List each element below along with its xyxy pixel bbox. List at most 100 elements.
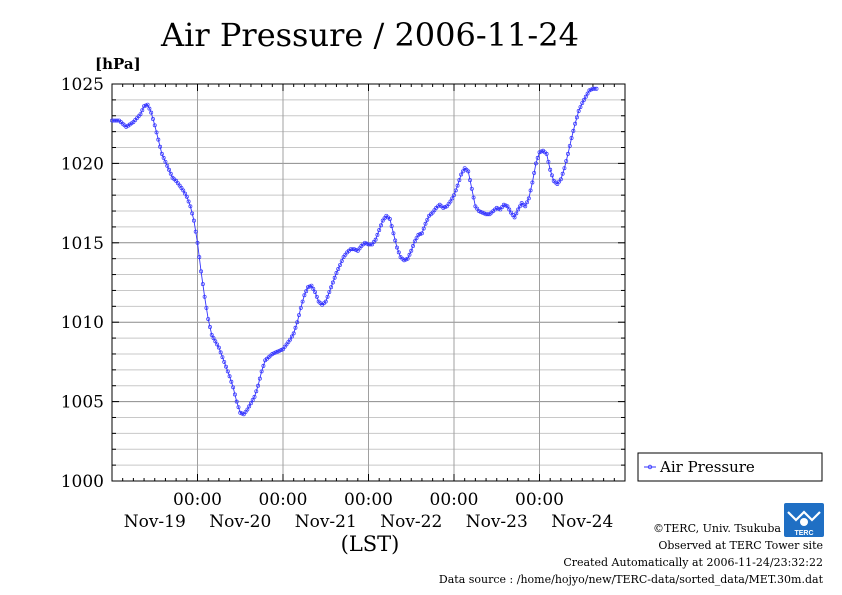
logo-wave-icon: [787, 510, 821, 522]
air-pressure-point: [405, 256, 410, 261]
air-pressure-point: [409, 248, 414, 253]
air-pressure-point: [453, 188, 458, 193]
x-axis-label: (LST): [341, 532, 400, 556]
air-pressure-point: [571, 128, 576, 133]
air-pressure-point: [466, 169, 471, 174]
air-pressure-point: [158, 144, 163, 149]
air-pressure-point: [530, 180, 535, 185]
air-pressure-point: [259, 369, 264, 374]
air-pressure-point: [478, 209, 483, 214]
air-pressure-point: [238, 410, 243, 415]
air-pressure-point: [309, 283, 314, 288]
air-pressure-point: [393, 238, 398, 243]
air-pressure-point: [583, 94, 588, 99]
air-pressure-point: [450, 196, 455, 201]
air-pressure-point: [391, 231, 396, 236]
air-pressure-point: [209, 332, 214, 337]
air-pressure-point: [314, 294, 319, 299]
air-pressure-point: [218, 350, 223, 355]
air-pressure-point: [416, 232, 421, 237]
air-pressure-point: [379, 223, 383, 228]
air-pressure-point: [580, 101, 585, 106]
air-pressure-point: [566, 151, 570, 156]
x-tick-date-label: Nov-19: [124, 512, 186, 532]
air-pressure-point: [389, 224, 394, 229]
air-pressure-point: [307, 284, 312, 289]
air-pressure-point: [544, 151, 549, 156]
air-pressure-point: [503, 203, 508, 208]
air-pressure-point: [411, 244, 415, 248]
air-pressure-point: [338, 263, 342, 267]
air-pressure-point: [247, 404, 252, 409]
air-pressure-point: [548, 167, 553, 172]
air-pressure-point: [204, 305, 209, 310]
legend: Air Pressure: [637, 452, 823, 482]
air-pressure-point: [115, 118, 120, 123]
air-pressure-point: [161, 155, 166, 160]
air-pressure-point: [578, 105, 583, 109]
air-pressure-point: [589, 87, 594, 92]
air-pressure-point: [199, 269, 204, 274]
air-pressure-point: [229, 379, 234, 384]
air-pressure-point: [240, 411, 244, 416]
air-pressure-point: [423, 221, 428, 226]
y-tick-label: 1025: [61, 75, 104, 95]
air-pressure-point: [261, 363, 266, 368]
air-pressure-point: [206, 317, 211, 321]
air-pressure-point: [452, 193, 456, 198]
x-time-labels: 00:00 00:00 00:00 00:00 00:00: [173, 490, 564, 510]
air-pressure-point: [592, 86, 597, 91]
plot-area-frame: [111, 83, 626, 482]
logo-text: TERC: [794, 530, 813, 537]
air-pressure-point: [573, 121, 578, 126]
x-tick-date-label: Nov-22: [380, 512, 442, 532]
air-pressure-point: [222, 359, 227, 364]
air-pressure-point: [377, 228, 382, 233]
air-pressure-point: [163, 159, 168, 164]
air-pressure-point: [419, 231, 424, 236]
air-pressure-point: [448, 199, 453, 204]
air-pressure-point: [366, 242, 371, 247]
air-pressure-point: [332, 275, 337, 280]
air-pressure-point: [539, 149, 544, 154]
y-tick-label: 1015: [61, 234, 104, 254]
air-pressure-point: [403, 257, 408, 262]
y-axis-label: [hPa]: [95, 55, 141, 73]
air-pressure-point: [574, 115, 579, 120]
air-pressure-point: [286, 340, 291, 344]
air-pressure-point: [569, 136, 574, 140]
y-tick-label: 1000: [61, 472, 104, 492]
air-pressure-point: [494, 205, 499, 210]
x-tick-time-label: 00:00: [259, 490, 308, 510]
air-pressure-point: [313, 290, 318, 294]
air-pressure-point: [202, 294, 207, 299]
air-pressure-point: [323, 299, 328, 304]
air-pressure-point: [220, 355, 225, 360]
air-pressure-point: [145, 102, 150, 107]
air-pressure-point: [236, 405, 241, 410]
air-pressure-point: [151, 116, 155, 121]
y-tick-label: 1005: [61, 393, 104, 413]
air-pressure-point: [188, 204, 193, 209]
x-tick-time-label: 00:00: [430, 490, 479, 510]
air-pressure-point: [526, 196, 531, 201]
logo-drop-icon: [800, 518, 808, 526]
air-pressure-point: [311, 286, 316, 291]
air-pressure-point: [272, 351, 277, 356]
air-pressure-point: [279, 348, 284, 352]
air-pressure-point: [305, 285, 310, 290]
air-pressure-point: [252, 394, 257, 399]
air-pressure-point: [211, 336, 216, 341]
air-pressure-point: [293, 325, 298, 330]
air-pressure-point: [535, 155, 540, 160]
legend-label: Air Pressure: [659, 458, 755, 476]
air-pressure-point: [482, 211, 487, 216]
air-pressure-point: [525, 200, 529, 205]
air-pressure-point: [533, 161, 538, 166]
air-pressure-point: [190, 211, 195, 216]
air-pressure-point: [362, 240, 367, 245]
air-pressure-point: [215, 342, 220, 347]
air-pressure-point: [138, 112, 143, 117]
air-pressure-point: [270, 352, 275, 356]
air-pressure-point: [480, 210, 485, 215]
